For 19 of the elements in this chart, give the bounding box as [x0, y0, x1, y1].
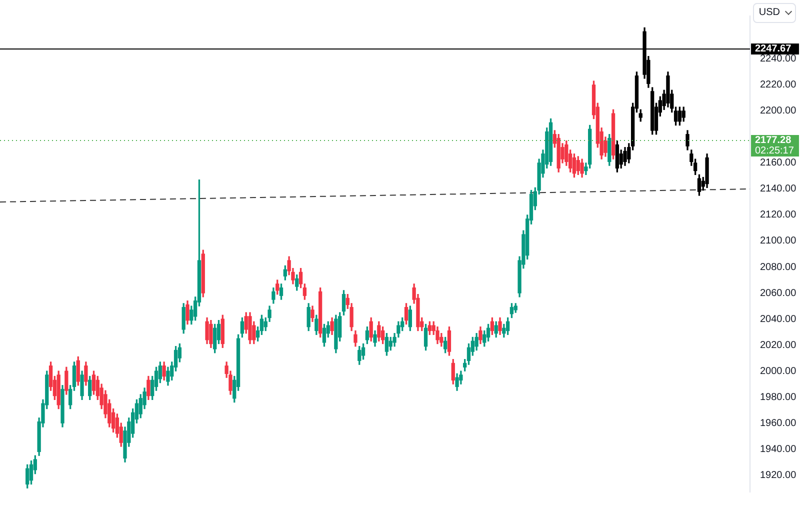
- y-tick-label: 2080.00: [760, 262, 797, 273]
- y-tick-label: 1960.00: [760, 418, 797, 429]
- ref-line-label: 2177.28 02:25:17: [755, 135, 794, 157]
- y-tick-label: 2240.00: [760, 54, 797, 65]
- y-tick-label: 2220.00: [760, 80, 797, 91]
- y-tick-label: 2140.00: [760, 184, 797, 195]
- y-tick-label: 2060.00: [760, 288, 797, 299]
- y-tick-label: 2200.00: [760, 106, 797, 117]
- y-tick-label: 1920.00: [760, 470, 797, 481]
- y-tick-label: 2100.00: [760, 236, 797, 247]
- y-tick-label: 2120.00: [760, 210, 797, 221]
- ref-line-label: 2247.67: [755, 44, 792, 55]
- y-tick-label: 2040.00: [760, 314, 797, 325]
- y-tick-label: 2160.00: [760, 158, 797, 169]
- y-tick-label: 1980.00: [760, 392, 797, 403]
- y-tick-label: 2020.00: [760, 340, 797, 351]
- dropdown: USD: [752, 3, 796, 23]
- y-tick-label: 1940.00: [760, 444, 797, 455]
- y-tick-label: 2000.00: [760, 366, 797, 377]
